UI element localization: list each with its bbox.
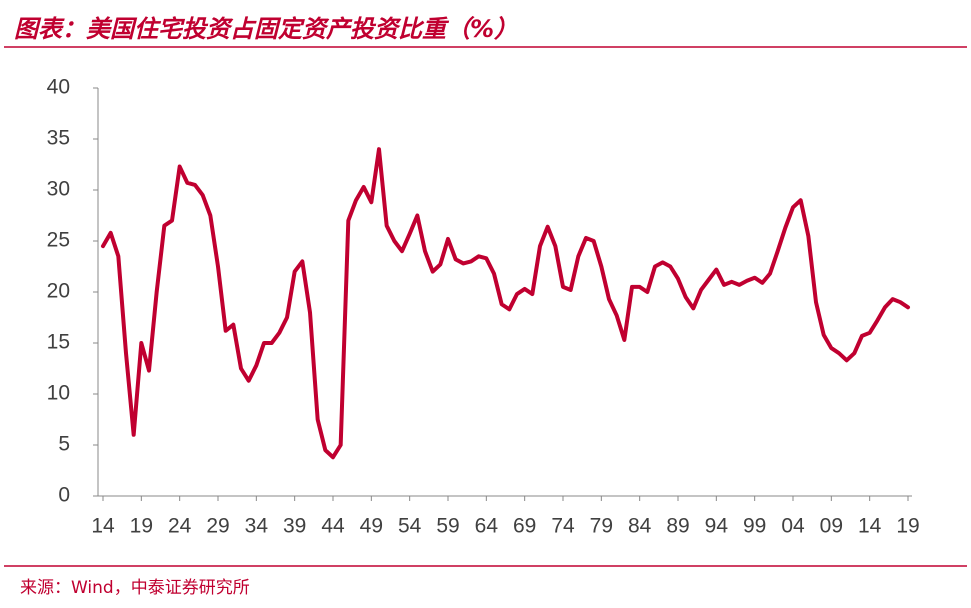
y-tick-label: 30 [47,178,70,201]
line-series [101,147,910,460]
x-tick-label: 09 [820,515,843,538]
x-tick-label: 79 [590,515,613,538]
x-tick-label: 89 [666,515,689,538]
y-tick-label: 35 [47,127,70,150]
x-tick-label: 54 [398,515,422,538]
y-tick-label: 40 [47,76,70,99]
x-tick-label: 39 [283,515,306,538]
x-tick-label: 14 [858,515,882,538]
y-tick-label: 25 [47,229,70,252]
x-tick-label: 74 [551,515,575,538]
x-tick-label: 69 [513,515,536,538]
chart-title: 图表：美国住宅投资占固定资产投资比重（%） [14,15,518,43]
x-tick-label: 14 [91,515,115,538]
x-tick-label: 84 [628,515,652,538]
x-tick-label: 34 [245,515,269,538]
x-tick-label: 99 [743,515,766,538]
y-tick-label: 0 [58,484,70,507]
x-tick-label: 29 [206,515,229,538]
y-tick-label: 10 [47,382,70,405]
x-tick-label: 59 [436,515,459,538]
x-tick-label: 19 [130,515,153,538]
x-tick-label: 64 [475,515,499,538]
y-tick-label: 5 [58,433,70,456]
y-tick-label: 20 [47,280,70,303]
x-tick-label: 44 [321,515,345,538]
x-tick-label: 24 [168,515,192,538]
x-tick-label: 19 [896,515,919,538]
x-tick-label: 49 [360,515,383,538]
x-tick-label: 04 [781,515,805,538]
x-tick-label: 94 [705,515,729,538]
source: 来源：Wind，中泰证券研究所 [20,578,250,598]
y-tick-label: 15 [47,331,70,354]
